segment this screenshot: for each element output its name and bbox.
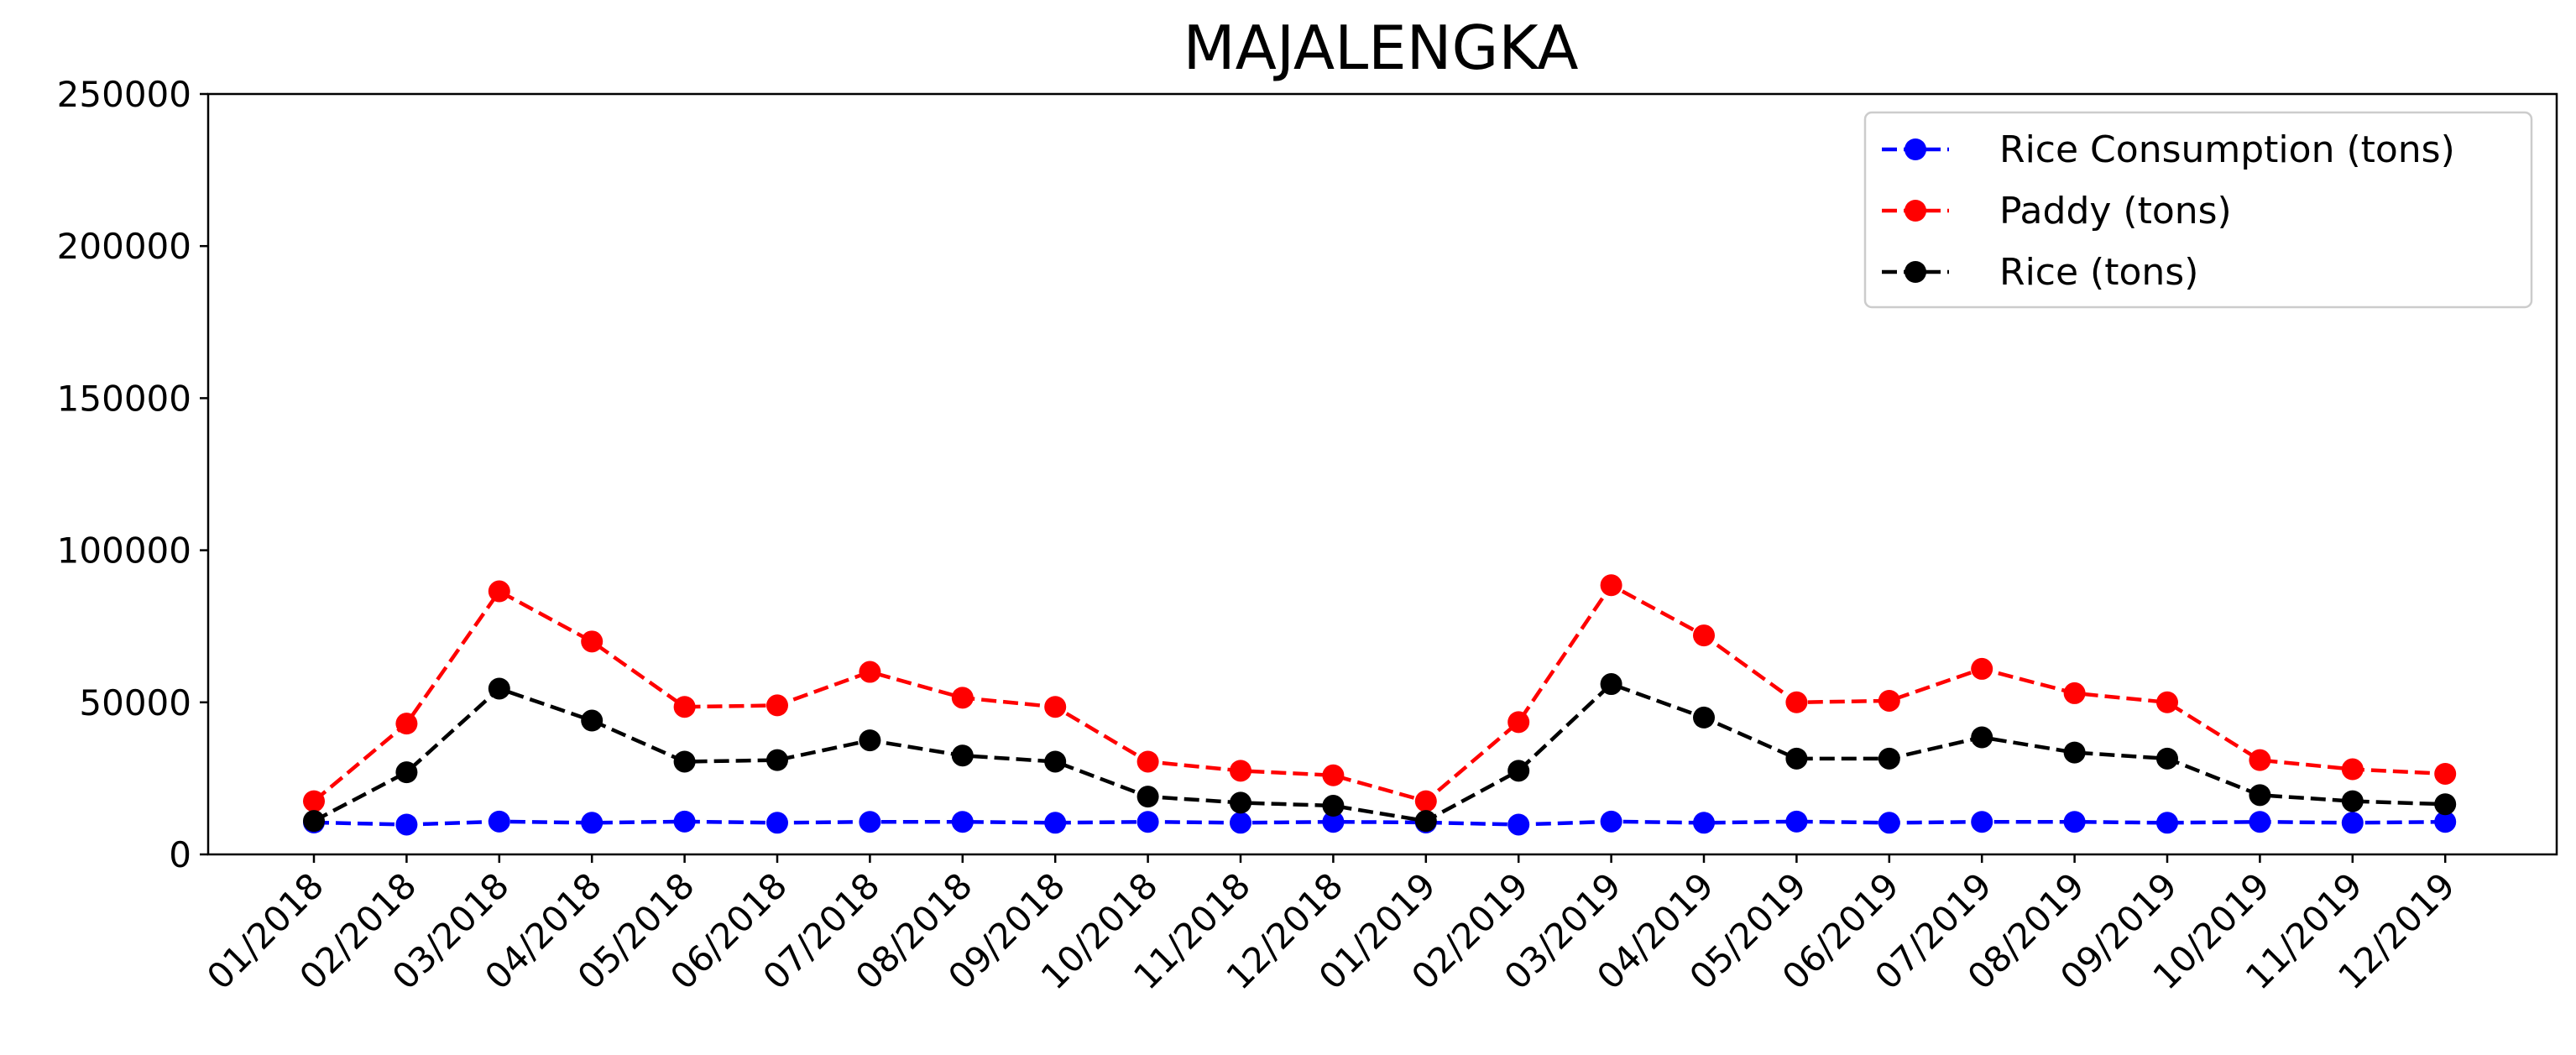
- data-point: [303, 810, 325, 833]
- data-point: [951, 687, 974, 709]
- data-point: [951, 744, 974, 767]
- data-point: [859, 811, 881, 833]
- data-point: [1230, 812, 1251, 834]
- data-point: [488, 677, 510, 700]
- data-point: [2341, 758, 2364, 781]
- data-point: [1044, 750, 1067, 773]
- data-point: [1785, 810, 1808, 833]
- data-point: [1136, 750, 1159, 773]
- series-1: [303, 574, 2457, 812]
- series-line: [313, 819, 2446, 827]
- data-point: [581, 630, 604, 653]
- data-point: [395, 813, 418, 836]
- data-point: [1693, 624, 1715, 647]
- data-point: [2063, 682, 2086, 704]
- data-point: [1230, 791, 1251, 814]
- data-point: [1322, 795, 1345, 817]
- data-point: [859, 729, 881, 752]
- data-point: [581, 812, 604, 834]
- data-point: [2434, 811, 2457, 833]
- data-point: [395, 761, 418, 784]
- data-point: [1693, 812, 1715, 834]
- data-point: [2341, 790, 2364, 812]
- data-point: [1136, 786, 1159, 808]
- data-point: [859, 661, 881, 683]
- data-point: [2434, 793, 2457, 816]
- legend-label: Rice Consumption (tons): [1999, 128, 2455, 171]
- data-point: [2156, 691, 2178, 713]
- legend-marker: [1905, 200, 1926, 222]
- data-point: [1322, 764, 1345, 786]
- data-point: [1600, 673, 1622, 696]
- data-point: [2156, 747, 2178, 770]
- data-point: [673, 810, 696, 833]
- data-point: [1878, 747, 1900, 770]
- data-point: [1322, 811, 1345, 833]
- data-point: [2434, 762, 2457, 785]
- data-point: [1971, 657, 1993, 680]
- legend-marker: [1905, 138, 1926, 160]
- data-point: [766, 694, 788, 717]
- data-point: [1971, 811, 1993, 833]
- data-point: [488, 580, 510, 603]
- data-point: [2249, 784, 2271, 807]
- series-2: [303, 673, 2457, 833]
- series-line: [312, 682, 2446, 823]
- data-point: [1136, 811, 1159, 833]
- data-point: [1785, 747, 1808, 770]
- data-point: [2063, 811, 2086, 833]
- data-point: [1971, 726, 1993, 749]
- legend-box: [1863, 111, 2533, 309]
- data-point: [488, 810, 510, 833]
- data-point: [1507, 711, 1530, 734]
- data-point: [395, 713, 418, 735]
- data-point: [1507, 760, 1530, 782]
- data-point: [2249, 811, 2271, 833]
- series-line: [312, 582, 2446, 804]
- data-point: [2249, 749, 2271, 771]
- data-point: [1600, 810, 1622, 833]
- data-point: [2063, 741, 2086, 764]
- y-tick-label: 250000: [57, 74, 191, 115]
- data-point: [1785, 691, 1808, 713]
- data-point: [303, 790, 325, 812]
- data-point: [1507, 813, 1530, 836]
- data-point: [1600, 574, 1622, 597]
- data-point: [1044, 696, 1067, 718]
- y-tick-label: 150000: [57, 378, 191, 419]
- data-point: [581, 709, 604, 732]
- legend-label: Paddy (tons): [1999, 190, 2232, 232]
- legend-marker: [1905, 261, 1926, 283]
- y-tick-label: 0: [169, 834, 191, 875]
- axes-frame: [206, 92, 2558, 856]
- series-layer: [303, 574, 2457, 836]
- data-point: [1693, 706, 1715, 729]
- data-point: [1878, 689, 1900, 712]
- data-point: [2341, 812, 2364, 834]
- chart-title: MAJALENGKA: [1183, 13, 1578, 83]
- data-point: [1230, 760, 1251, 782]
- data-point: [1414, 810, 1437, 833]
- data-point: [951, 811, 974, 833]
- data-point: [766, 749, 788, 771]
- data-point: [2156, 812, 2178, 834]
- y-tick-label: 200000: [57, 226, 191, 267]
- data-point: [1044, 812, 1067, 834]
- y-tick-label: 50000: [79, 682, 191, 723]
- legend: Rice Consumption (tons) Paddy (tons) Rice …: [1863, 111, 2533, 309]
- data-point: [673, 750, 696, 773]
- data-point: [1414, 790, 1437, 812]
- data-point: [766, 812, 788, 834]
- data-point: [1878, 812, 1900, 834]
- y-tick-label: 100000: [57, 530, 191, 572]
- legend-label: Rice (tons): [1999, 251, 2198, 294]
- data-point: [673, 696, 696, 718]
